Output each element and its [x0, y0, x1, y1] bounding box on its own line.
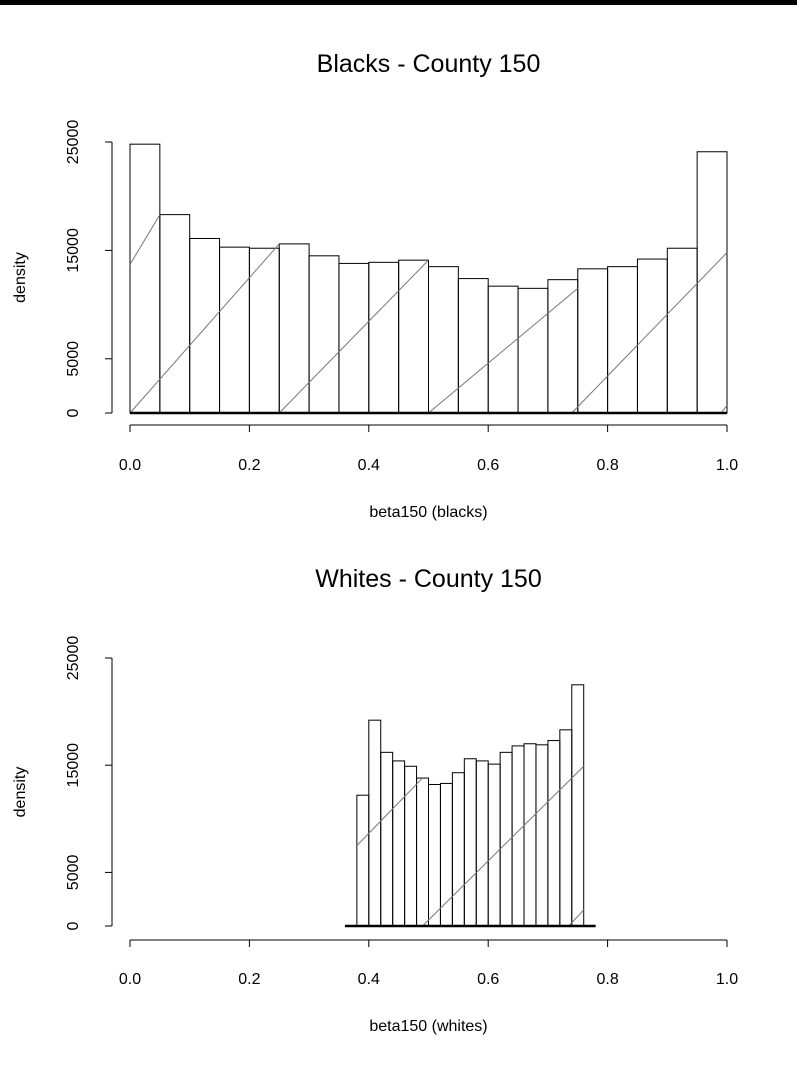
density-line-segment — [720, 405, 728, 414]
histogram-bar — [368, 261, 400, 414]
density-line-segment — [129, 243, 280, 414]
density-line-segment — [129, 214, 161, 265]
y-tick-label: 15000 — [65, 743, 82, 788]
histogram-bar — [439, 782, 453, 927]
histogram-bar — [451, 772, 465, 927]
histogram-bar — [475, 760, 489, 927]
chart-title: Whites - County 150 — [315, 565, 542, 593]
histogram-bar — [547, 279, 579, 414]
x-tick-label: 1.0 — [716, 457, 738, 474]
x-tick-label: 0.4 — [358, 457, 380, 474]
y-tick-label: 0 — [65, 408, 82, 417]
histogram-bar — [338, 262, 370, 414]
x-tick-label: 1.0 — [716, 971, 738, 988]
y-tick-label: 5000 — [65, 341, 82, 377]
histogram-bar — [380, 751, 394, 927]
histogram-bar — [308, 255, 340, 414]
y-axis-label: density — [12, 252, 29, 303]
density-line-segment — [356, 777, 423, 846]
x-axis-label: beta150 (blacks) — [369, 504, 487, 521]
histogram-bar — [636, 258, 668, 414]
histogram-bar — [356, 794, 370, 927]
histogram-bar — [487, 285, 519, 414]
top-border — [0, 0, 797, 5]
histogram-bar — [523, 743, 537, 927]
x-tick-label: 0.0 — [119, 971, 141, 988]
histogram-bar — [159, 214, 191, 414]
histogram-bar — [398, 259, 429, 414]
histogram-bar — [487, 763, 501, 927]
histogram-bar — [189, 237, 221, 414]
x-tick-label: 0.2 — [238, 457, 260, 474]
histogram-bar — [535, 744, 549, 927]
density-line-segment — [571, 252, 728, 414]
histogram-bar — [416, 777, 429, 927]
histogram-bar — [457, 278, 489, 414]
histogram-bar — [696, 151, 728, 414]
density-line-segment — [568, 909, 585, 927]
histogram-bar — [607, 266, 638, 414]
histogram-bar — [517, 287, 549, 414]
y-tick-label: 15000 — [65, 228, 82, 273]
x-tick-label: 0.8 — [596, 457, 618, 474]
x-tick-label: 0.4 — [358, 971, 380, 988]
y-tick-label: 0 — [65, 921, 82, 930]
x-tick-label: 0.6 — [477, 457, 499, 474]
y-tick-label: 25000 — [65, 120, 82, 165]
x-tick-label: 0.2 — [238, 971, 260, 988]
density-line-segment — [278, 259, 429, 414]
y-tick-label: 25000 — [65, 636, 82, 681]
histogram-bar — [129, 143, 161, 414]
x-tick-label: 0.8 — [596, 971, 618, 988]
histogram-bar — [463, 758, 477, 927]
histogram-bar — [428, 266, 459, 414]
density-line-segment — [422, 765, 585, 927]
histogram-bar — [559, 729, 573, 927]
x-tick-label: 0.6 — [477, 971, 499, 988]
histogram-bar — [219, 246, 250, 414]
chart-title: Blacks - County 150 — [317, 50, 541, 78]
histogram-bar — [666, 247, 698, 414]
histogram-bar — [547, 740, 561, 927]
y-tick-label: 5000 — [65, 855, 82, 891]
x-axis-label: beta150 (whites) — [369, 1018, 487, 1035]
density-line-segment — [428, 287, 579, 414]
histogram-bar — [571, 684, 585, 927]
x-tick-label: 0.0 — [119, 457, 141, 474]
histogram-bar — [392, 760, 406, 927]
y-axis-label: density — [12, 767, 29, 818]
histogram-bar — [428, 783, 441, 927]
